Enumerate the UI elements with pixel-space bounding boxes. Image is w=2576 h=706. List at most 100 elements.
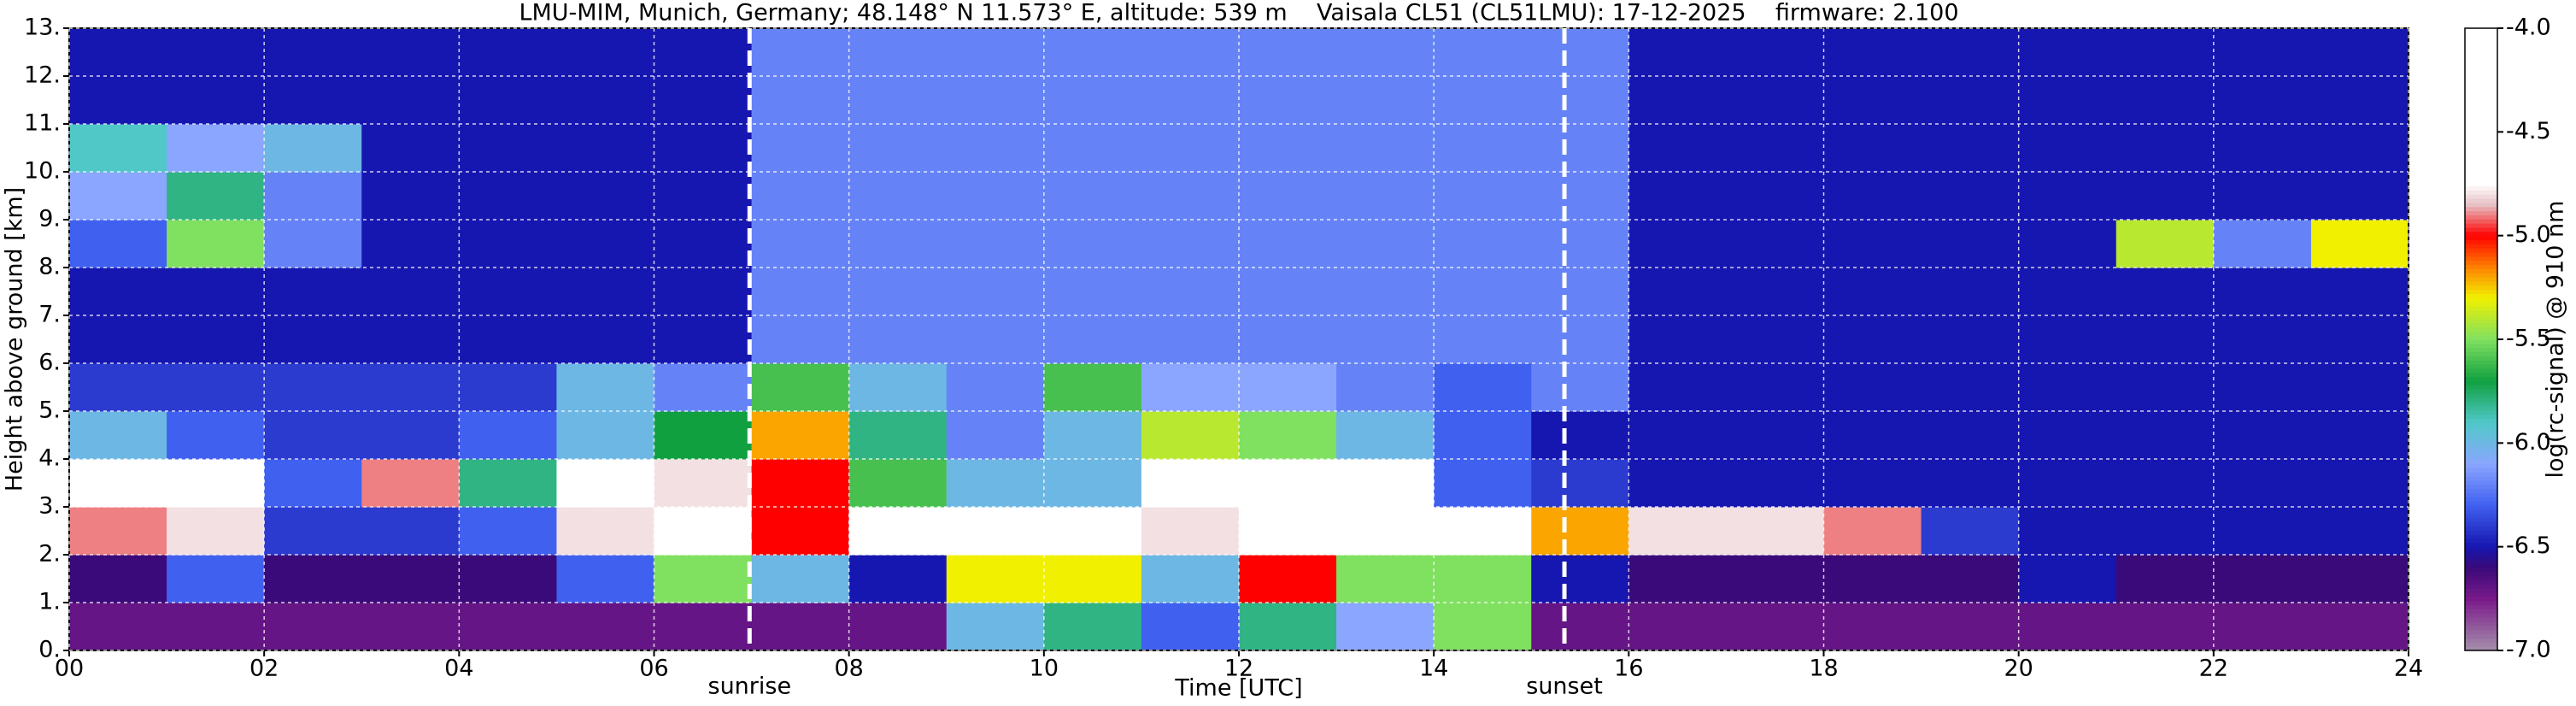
heatmap-cell [1043,220,1142,268]
colorbar-swatch [2465,285,2497,291]
colorbar-swatch [2465,331,2497,336]
heatmap-cell [1043,555,1142,603]
heatmap-cell [2018,268,2117,316]
colorbar-swatch [2465,559,2497,564]
heatmap-cell [1239,315,1337,364]
heatmap-cell [1239,603,1337,651]
y-tick-label: 13. [24,15,61,41]
colorbar-tick-label: -4.0 [2506,15,2551,41]
heatmap-cell [2018,76,2117,125]
heatmap-cell [848,555,948,603]
heatmap-cell [69,507,167,556]
colorbar-swatch [2465,550,2497,556]
heatmap-cell [556,124,654,173]
colorbar-swatch [2465,372,2497,378]
colorbar-swatch [2465,459,2497,465]
heatmap-cell [1628,315,1727,364]
heatmap-cell [1921,603,2020,651]
heatmap-cell [2115,76,2215,125]
heatmap-cell [946,507,1045,556]
colorbar-swatch [2465,111,2497,116]
colorbar-swatch [2465,422,2497,427]
heatmap-cell [2310,507,2409,556]
colorbar-swatch [2465,219,2497,224]
heatmap-cell [1239,459,1337,508]
heatmap-cell [1628,603,1727,651]
heatmap-cell [459,459,557,508]
colorbar-swatch [2465,376,2497,382]
colorbar-swatch [2465,604,2497,609]
colorbar-swatch [2465,484,2497,490]
heatmap-cell [946,411,1045,460]
heatmap-cell [1823,124,1922,173]
heatmap-cell [2115,220,2215,268]
colorbar-swatch [2465,434,2497,439]
heatmap-cell [167,76,265,125]
heatmap-cell [2213,124,2312,173]
heatmap-cell [848,603,948,651]
heatmap-cell [459,172,557,221]
heatmap-cell [361,507,460,556]
colorbar-tick-label: -7.0 [2506,637,2551,663]
colorbar-swatch [2465,190,2497,195]
heatmap-cell [1531,220,1629,268]
y-tick-label: 12. [24,62,61,89]
heatmap-cell [1043,363,1142,412]
heatmap-cell [1141,315,1240,364]
heatmap-cell [1239,268,1337,316]
heatmap-cell [2018,603,2117,651]
heatmap-cell [1531,76,1629,125]
colorbar-swatch [2465,492,2497,497]
heatmap-cell [1921,555,2020,603]
colorbar-swatch [2465,364,2497,369]
colorbar-swatch [2465,148,2497,154]
heatmap-cell [1628,172,1727,221]
heatmap-cell [751,268,850,316]
x-tick-label: 08 [834,656,863,682]
heatmap-cell [1531,172,1629,221]
y-tick-label: 7. [38,302,61,328]
heatmap-cell [2310,363,2409,412]
heatmap-cell [1921,363,2020,412]
heatmap-cell [2213,28,2312,77]
heatmap-cell [2115,363,2215,412]
heatmap-cell [2310,459,2409,508]
colorbar-swatch [2465,28,2497,33]
colorbar-swatch [2465,347,2497,353]
colorbar-swatch [2465,638,2497,643]
heatmap-cell [2115,28,2215,77]
heatmap-cell [946,76,1045,125]
colorbar-swatch [2465,455,2497,461]
heatmap-cell [167,459,265,508]
heatmap-cell [1628,555,1727,603]
heatmap-cell [946,268,1045,316]
colorbar-swatch [2465,447,2497,452]
heatmap-cell [1921,76,2020,125]
heatmap-cell [2213,411,2312,460]
colorbar-swatch [2465,430,2497,436]
heatmap-cell [751,124,850,173]
heatmap-cell [167,124,265,173]
heatmap-cell [69,459,167,508]
colorbar-swatch [2465,227,2497,232]
heatmap-cell [1141,555,1240,603]
heatmap-cell [946,172,1045,221]
heatmap-cell [1823,507,1922,556]
x-tick-label: 02 [249,656,279,682]
heatmap-cell [751,172,850,221]
colorbar-tick-label: -5.5 [2506,326,2551,352]
colorbar-swatch [2465,310,2497,315]
heatmap-cell [264,268,362,316]
chart-title: LMU-MIM, Munich, Germany; 48.148° N 11.5… [519,0,1958,26]
colorbar-tick-label: -5.0 [2506,221,2551,248]
colorbar-swatch [2465,206,2497,212]
heatmap-cell [2213,268,2312,316]
heatmap-cell [1726,315,1824,364]
colorbar-swatch [2465,414,2497,419]
heatmap-cell [1336,603,1435,651]
colorbar-swatch [2465,181,2497,186]
heatmap-cell [69,28,167,77]
x-tick-label: 24 [2394,656,2423,682]
heatmap-cell [459,220,557,268]
heatmap-cell [264,28,362,77]
